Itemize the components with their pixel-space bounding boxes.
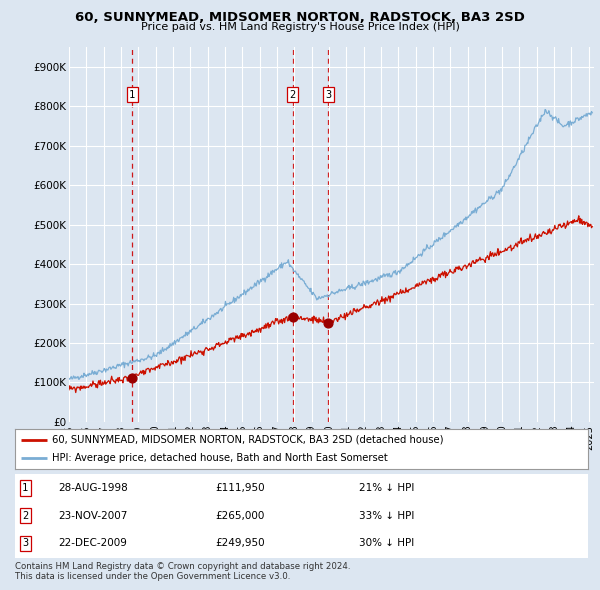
Text: Price paid vs. HM Land Registry's House Price Index (HPI): Price paid vs. HM Land Registry's House …: [140, 22, 460, 32]
Text: 28-AUG-1998: 28-AUG-1998: [58, 483, 128, 493]
Text: 60, SUNNYMEAD, MIDSOMER NORTON, RADSTOCK, BA3 2SD: 60, SUNNYMEAD, MIDSOMER NORTON, RADSTOCK…: [75, 11, 525, 24]
Text: Contains HM Land Registry data © Crown copyright and database right 2024.
This d: Contains HM Land Registry data © Crown c…: [15, 562, 350, 581]
Text: £111,950: £111,950: [215, 483, 265, 493]
Text: £249,950: £249,950: [215, 538, 265, 548]
Text: 30% ↓ HPI: 30% ↓ HPI: [359, 538, 414, 548]
Text: 3: 3: [325, 90, 332, 100]
Text: 22-DEC-2009: 22-DEC-2009: [58, 538, 127, 548]
Text: 60, SUNNYMEAD, MIDSOMER NORTON, RADSTOCK, BA3 2SD (detached house): 60, SUNNYMEAD, MIDSOMER NORTON, RADSTOCK…: [52, 435, 444, 445]
Text: 2: 2: [289, 90, 296, 100]
Text: 23-NOV-2007: 23-NOV-2007: [58, 511, 127, 520]
Text: 21% ↓ HPI: 21% ↓ HPI: [359, 483, 414, 493]
Point: [288, 313, 298, 322]
Point: [127, 373, 137, 382]
Text: 3: 3: [22, 538, 28, 548]
Text: 2: 2: [22, 511, 28, 520]
Text: £265,000: £265,000: [215, 511, 265, 520]
Text: 1: 1: [129, 90, 136, 100]
Point: [323, 319, 333, 328]
Text: 1: 1: [22, 483, 28, 493]
Text: HPI: Average price, detached house, Bath and North East Somerset: HPI: Average price, detached house, Bath…: [52, 453, 388, 463]
Text: 33% ↓ HPI: 33% ↓ HPI: [359, 511, 414, 520]
